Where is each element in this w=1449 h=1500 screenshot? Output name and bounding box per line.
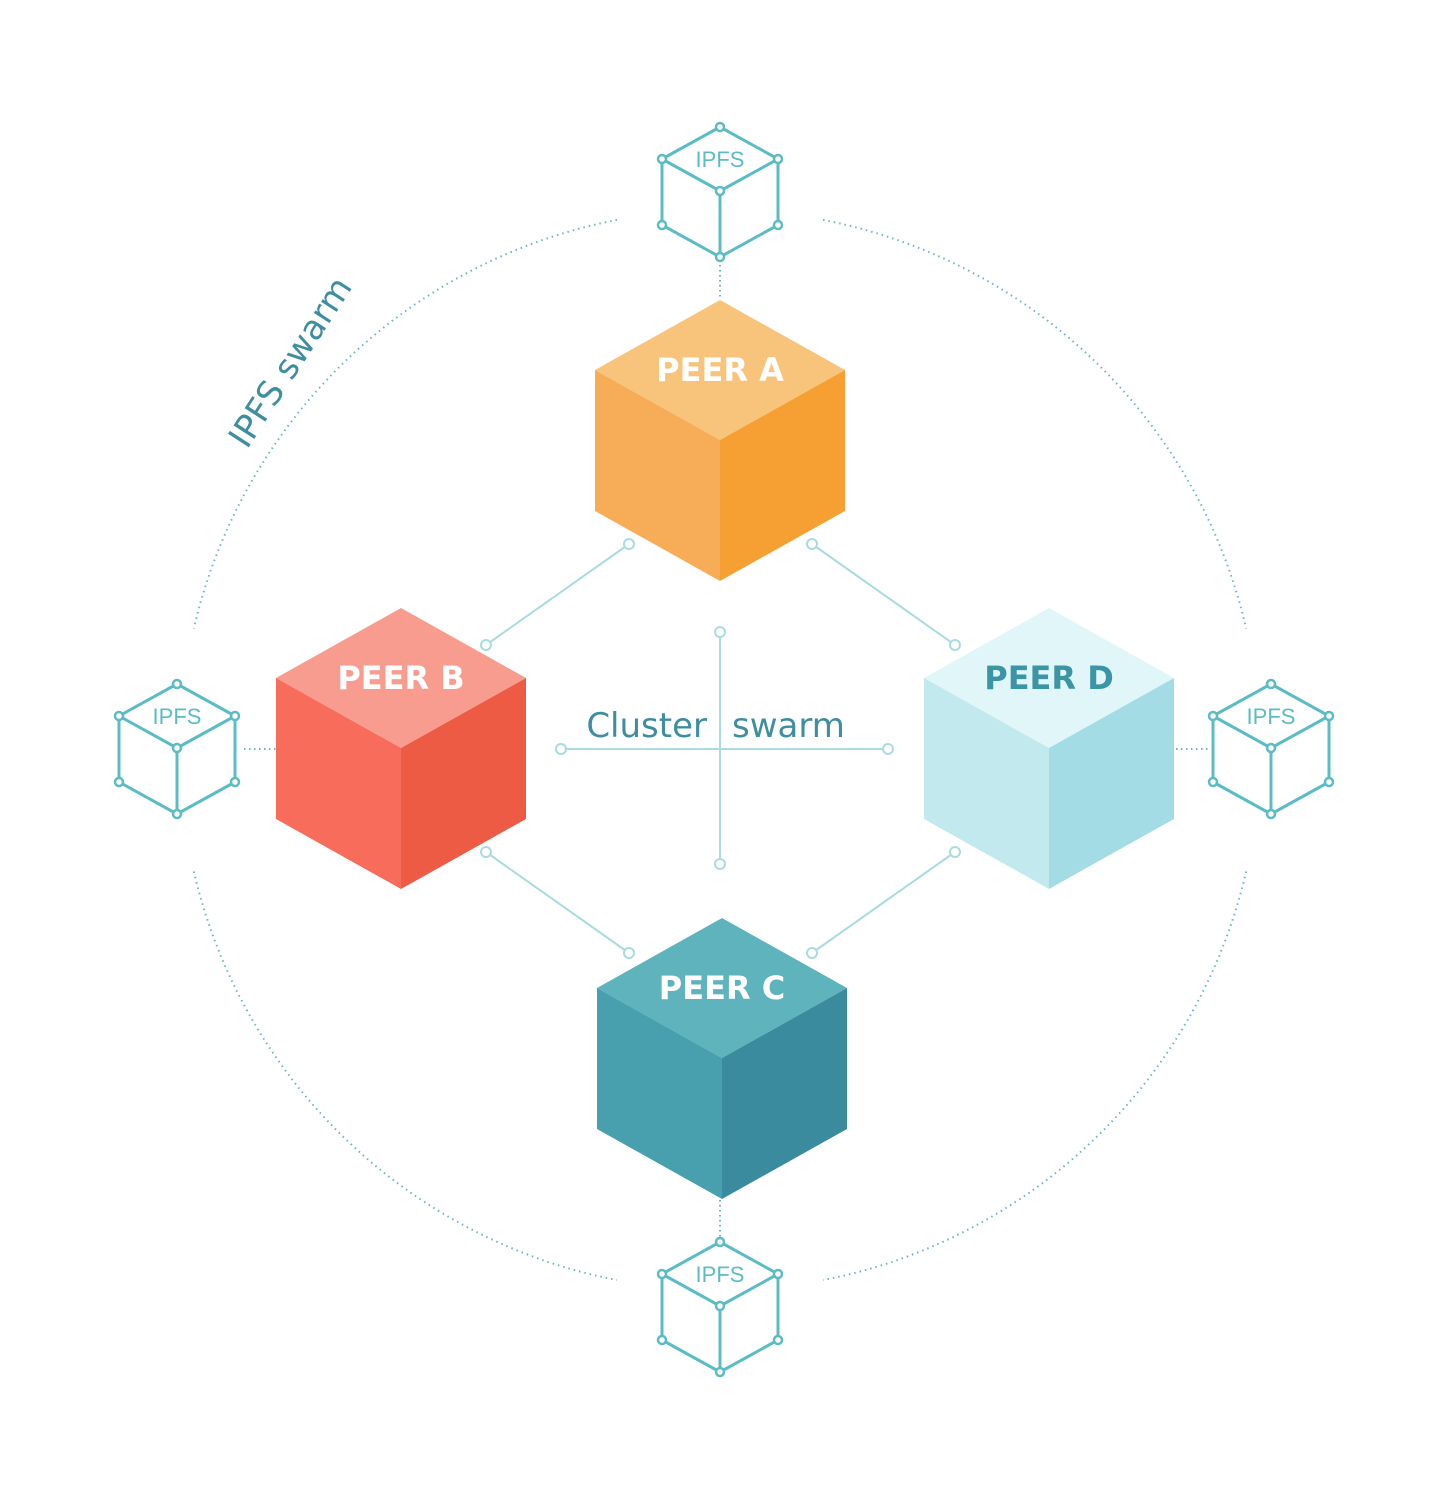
cluster-connectors [480,538,961,959]
peer-cube-left-face [276,678,401,889]
peer-cube-right-face [1049,678,1174,889]
peer-cube-right-face [401,678,526,889]
ipfs-node-label: IPFS [153,704,202,729]
connector-endpoint [623,538,635,550]
peer-label: PEER C [659,969,785,1007]
ipfs-swarm-label: IPFS swarm [221,270,361,455]
ipfs-cube-vertex [171,808,183,820]
connector-endpoint [714,626,726,638]
ipfs-node-left: IPFS [113,678,241,820]
ring-arc-bottom-right [822,871,1248,1282]
peer-cube-d: PEER D [924,608,1174,889]
ipfs-cube-vertex [171,742,183,754]
ipfs-node-bottom: IPFS [656,1236,784,1378]
ipfs-cube-vertex [1207,710,1219,722]
connector-endpoint [949,639,961,651]
peer-cube-right-face [720,370,845,581]
ring-arc-bottom-left [192,871,618,1282]
connector-endpoint [806,947,818,959]
connector-endpoint [623,947,635,959]
peer-cube-left-face [595,370,720,581]
connector-d-c [811,851,956,954]
connector-endpoint [480,639,492,651]
peer-cubes: PEER A PEER B PEER C PEER D [276,300,1174,1199]
ipfs-cube-vertex [772,1268,784,1280]
ipfs-peer-links [244,260,1208,1240]
ipfs-cube-vertex [1265,678,1277,690]
ipfs-cube-vertex [772,153,784,165]
ipfs-cube-vertex [772,219,784,231]
ipfs-cube-vertex [656,219,668,231]
ipfs-cube-vertex [656,153,668,165]
ipfs-node-right: IPFS [1207,678,1335,820]
ipfs-nodes: IPFS IPFS IPFS IPFS [113,121,1335,1378]
ipfs-cube-vertex [1323,776,1335,788]
ipfs-cube-vertex [714,251,726,263]
ipfs-cube-vertex [714,1236,726,1248]
peer-label: PEER A [656,351,784,389]
cluster-label-left: Cluster [586,706,707,746]
cluster-label-right: swarm [732,706,845,746]
ipfs-cube-vertex [656,1268,668,1280]
ipfs-cube-vertex [113,710,125,722]
ipfs-cube-vertex [714,1366,726,1378]
ipfs-cube-vertex [1265,742,1277,754]
ipfs-cube-vertex [1323,710,1335,722]
ipfs-cube-vertex [656,1334,668,1346]
connector-b-c [485,851,630,954]
peer-cube-left-face [597,988,722,1199]
connector-a-d [811,543,956,646]
ipfs-cube-vertex [229,776,241,788]
connector-a-b [485,543,630,646]
peer-label: PEER D [984,659,1114,697]
connector-endpoint [882,743,894,755]
peer-cube-c: PEER C [597,918,847,1199]
connector-endpoint [714,858,726,870]
peer-cube-b: PEER B [276,608,526,889]
ipfs-node-label: IPFS [696,147,745,172]
ipfs-cube-vertex [1265,808,1277,820]
ipfs-cube-vertex [113,776,125,788]
ipfs-node-label: IPFS [696,1262,745,1287]
ring-arc-top-right [822,218,1248,629]
connector-endpoint [480,846,492,858]
peer-cube-left-face [924,678,1049,889]
connector-endpoint [555,743,567,755]
connector-endpoint [949,846,961,858]
ipfs-cube-vertex [714,185,726,197]
peer-cube-a: PEER A [595,300,845,581]
ipfs-cube-vertex [714,1300,726,1312]
ipfs-cube-vertex [1207,776,1219,788]
peer-label: PEER B [337,659,464,697]
ipfs-node-label: IPFS [1247,704,1296,729]
peer-cube-right-face [722,988,847,1199]
ipfs-cube-vertex [229,710,241,722]
ipfs-cube-vertex [772,1334,784,1346]
ipfs-node-top: IPFS [656,121,784,263]
ipfs-cube-vertex [171,678,183,690]
ipfs-cube-vertex [714,121,726,133]
connector-endpoint [806,538,818,550]
